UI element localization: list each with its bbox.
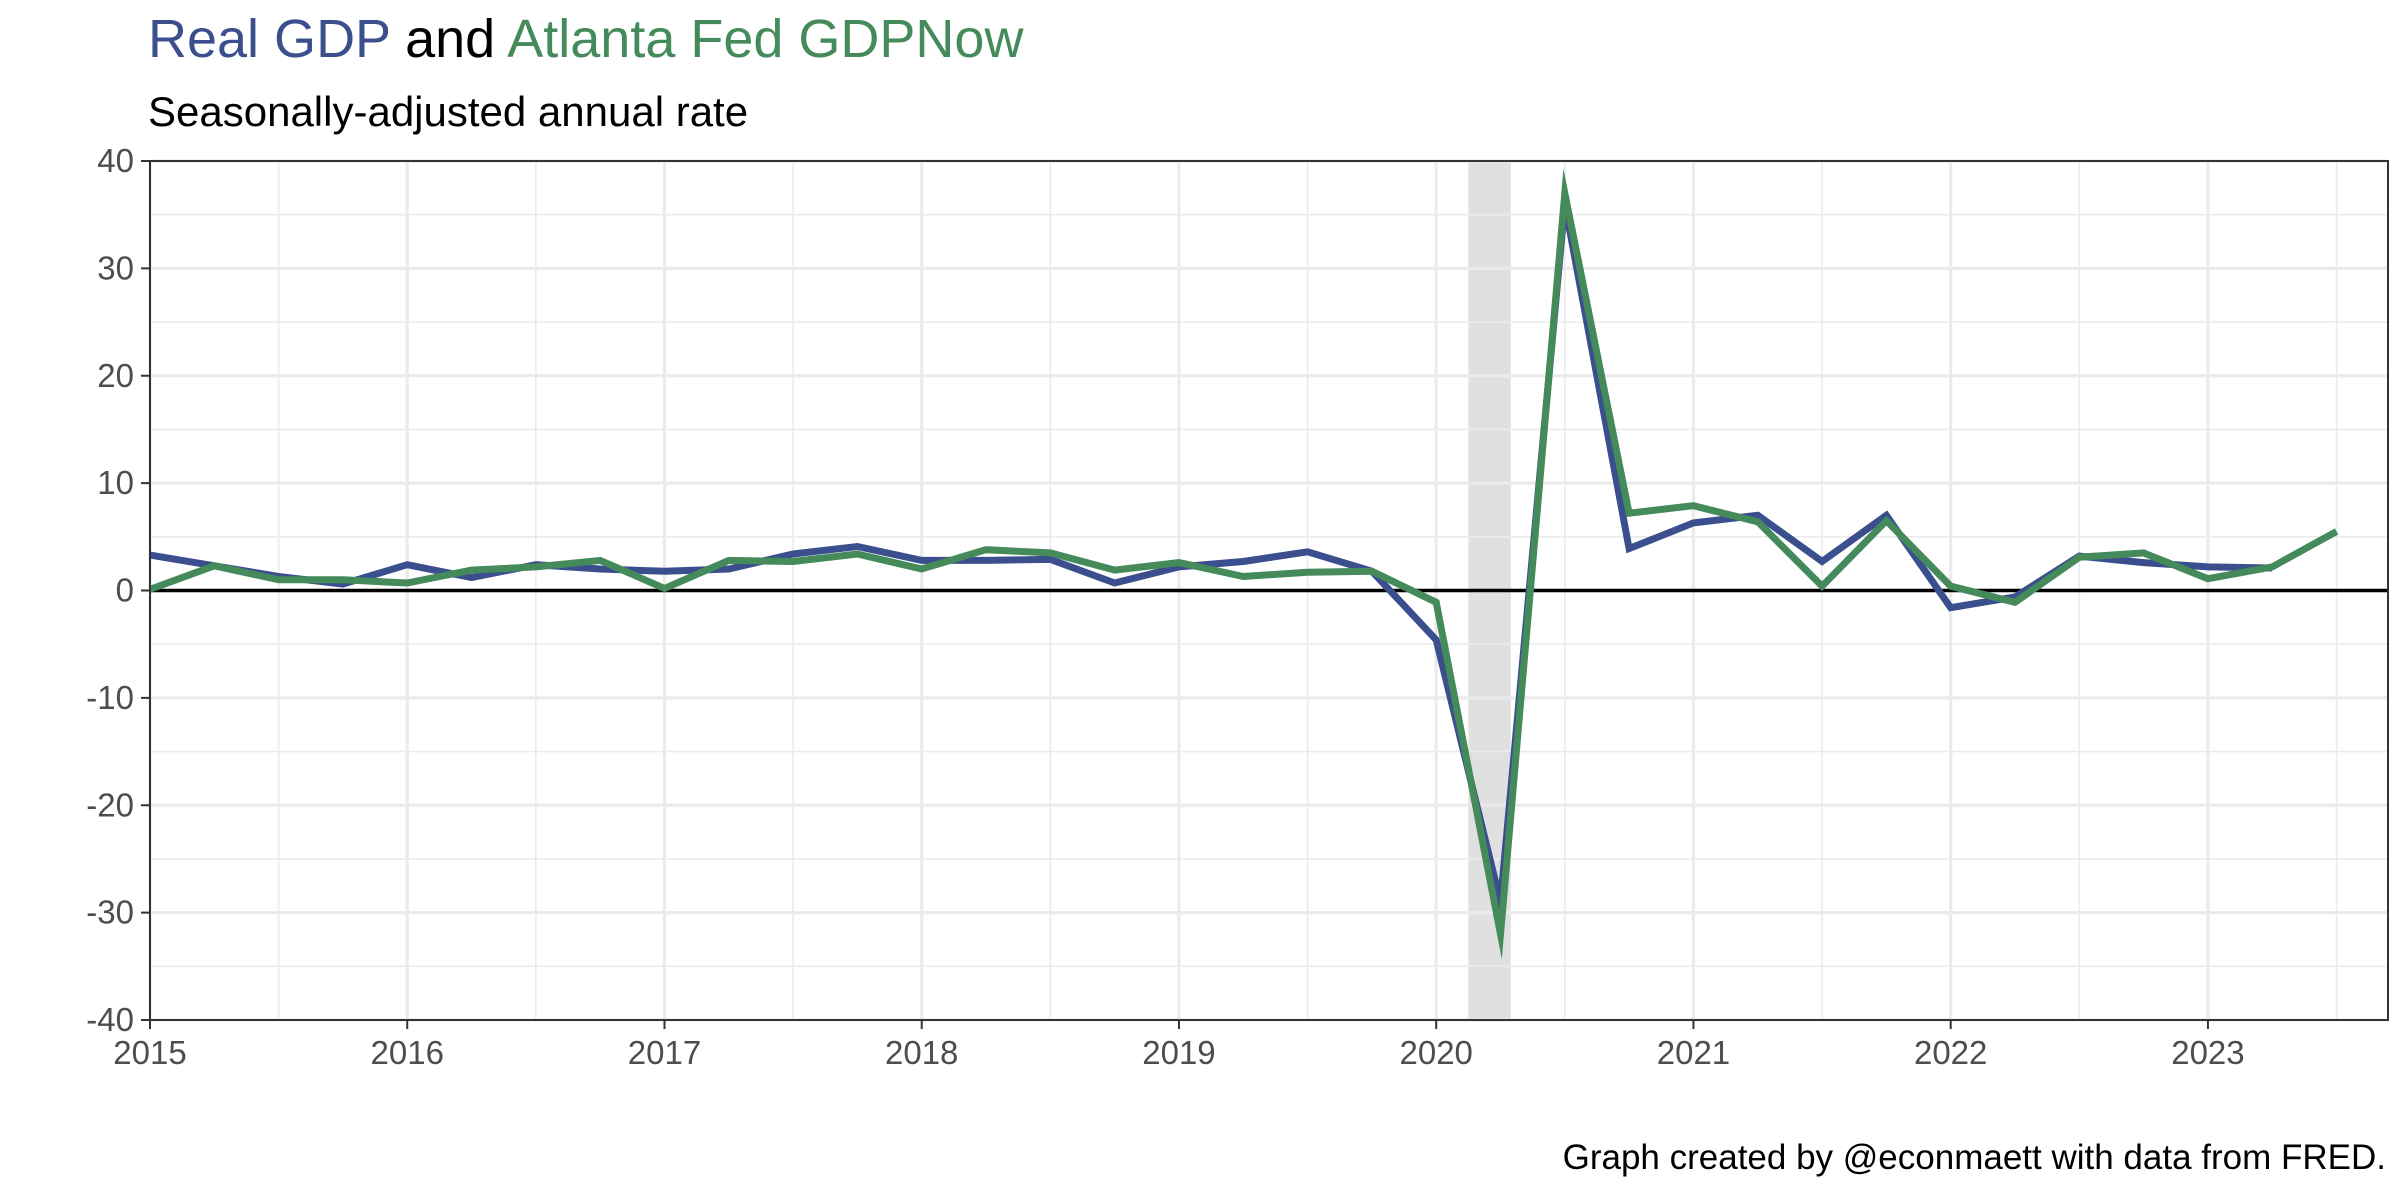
x-tick-label: 2018 <box>885 1034 958 1071</box>
y-tick-label: 0 <box>116 572 134 609</box>
y-tick-label: 20 <box>97 357 134 394</box>
title-gdpnow: Atlanta Fed GDPNow <box>507 9 1024 69</box>
y-tick-label: -30 <box>86 894 134 931</box>
x-tick-label: 2021 <box>1657 1034 1730 1071</box>
real-gdp-line <box>149 178 2273 923</box>
title-real-gdp: Real GDP <box>148 9 391 69</box>
x-tick-label: 2017 <box>628 1034 701 1071</box>
gdpnow-line <box>148 168 2339 960</box>
x-tick-label: 2015 <box>113 1034 186 1071</box>
y-tick-label: -10 <box>86 679 134 716</box>
source-caption: Graph created by @econmaett with data fr… <box>1562 1138 2386 1177</box>
axis-layer: -40 -30 -20 -10 0 10 20 30 40 2015 2016 2017 2018 201… <box>86 142 2389 1071</box>
x-tick-label: 2023 <box>2171 1034 2244 1071</box>
chart-title: Real GDP and Atlanta Fed GDPNow <box>148 9 1024 69</box>
y-tick-label: -20 <box>86 786 134 823</box>
y-tick-label: 40 <box>97 142 134 179</box>
x-tick-label: 2022 <box>1914 1034 1987 1071</box>
y-tick-label: 10 <box>97 464 134 501</box>
x-tick-label: 2016 <box>371 1034 444 1071</box>
series-layer <box>148 168 2339 960</box>
chart-subtitle: Seasonally-adjusted annual rate <box>148 88 749 135</box>
title-and: and <box>390 9 508 69</box>
x-tick-label: 2020 <box>1399 1034 1472 1071</box>
y-tick-label: 30 <box>97 249 134 286</box>
y-tick-label: -40 <box>86 1001 134 1038</box>
x-tick-label: 2019 <box>1142 1034 1215 1071</box>
